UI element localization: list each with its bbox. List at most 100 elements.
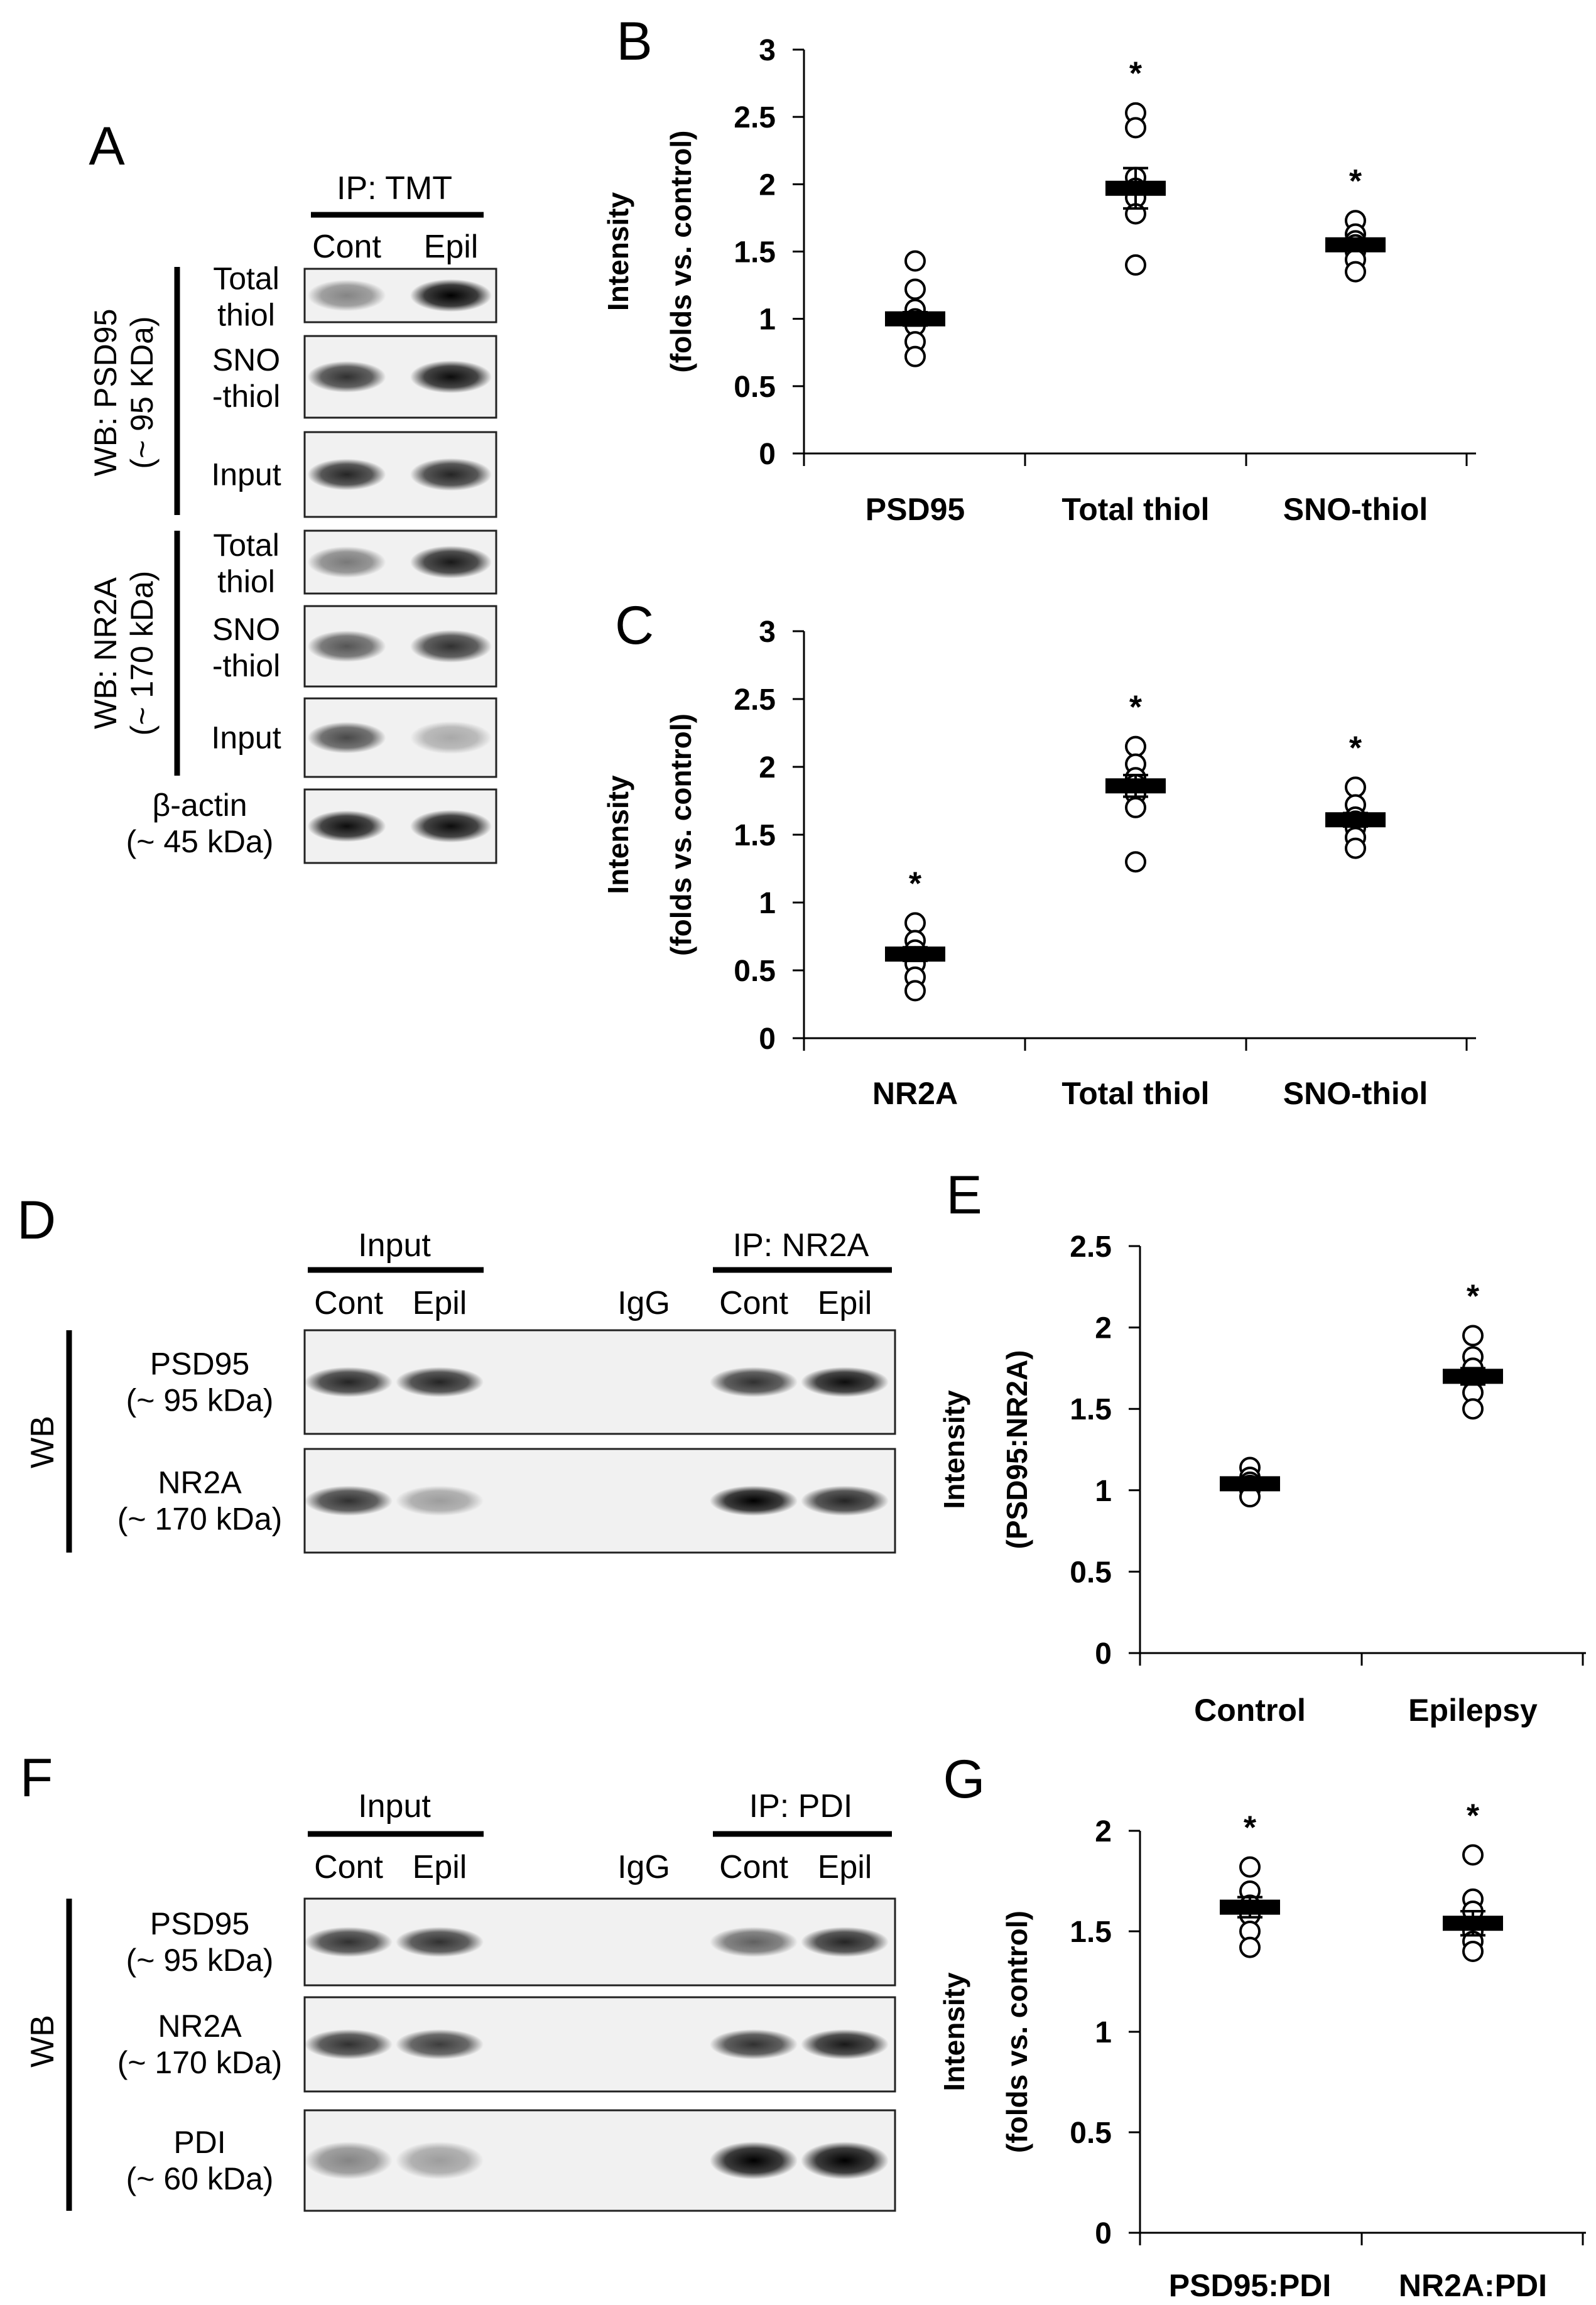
data-point [1462, 1844, 1484, 1866]
blot-band [307, 458, 386, 491]
y-tick-label: 0.5 [1070, 2117, 1112, 2150]
y-tick-label: 0 [1095, 1637, 1112, 1671]
blot-band [396, 1485, 484, 1516]
mean-bar [1105, 778, 1166, 794]
blot-band [410, 810, 492, 843]
blot-row: Input [211, 431, 497, 518]
group-label: (~ 170 kDa) [124, 571, 160, 736]
category-label: SNO-thiol [1283, 1076, 1428, 1111]
lane-label: Epil [818, 1285, 872, 1321]
blot-row: NR2A(~ 170 kDa) [117, 1448, 896, 1554]
y-tick-label: 3 [759, 34, 776, 67]
blot-band [410, 546, 492, 578]
y-tick-label: 2.5 [1070, 1230, 1112, 1264]
blot-band [710, 1927, 798, 1957]
y-axis-label: Intensity [602, 775, 634, 894]
y-tick-label: 0.5 [734, 955, 776, 988]
data-point [1125, 254, 1146, 276]
panel-letter: D [17, 1190, 56, 1250]
data-point [1462, 1398, 1484, 1420]
blot-band [801, 1485, 889, 1516]
row-label: Total [213, 528, 280, 563]
y-tick-label: 2 [759, 168, 776, 202]
blot-band [305, 1485, 393, 1516]
panel-letter: A [89, 116, 125, 176]
blot-row: PSD95(~ 95 kDa) [126, 1897, 896, 1987]
mean-bar [1220, 1899, 1280, 1915]
lane-label: Epil [818, 1849, 872, 1885]
y-axis-label: Intensity [938, 1972, 970, 2091]
group-label: WB: PSD95 [88, 309, 123, 477]
data-point [1125, 796, 1146, 818]
ip-label: IP: PDI [749, 1788, 853, 1825]
data-point [904, 912, 926, 934]
y-tick-label: 2 [1095, 1312, 1112, 1345]
significance-marker: * [1349, 730, 1362, 766]
data-point [1345, 776, 1366, 798]
mean-bar [1325, 812, 1386, 828]
ip-label: IP: NR2A [733, 1227, 869, 1264]
y-tick-label: 2 [1095, 1815, 1112, 1848]
input-label: Input [358, 1227, 431, 1264]
y-axis-label: Intensity [602, 192, 634, 312]
row-label: SNO [212, 612, 280, 647]
mean-bar [1220, 1476, 1280, 1492]
y-axis-label: (folds vs. control) [1001, 1911, 1033, 2153]
y-axis-label: Intensity [938, 1390, 970, 1509]
panel-letter: B [616, 11, 652, 72]
significance-marker: * [909, 865, 922, 902]
blot-row: PDI(~ 60 kDa) [126, 2109, 896, 2212]
lane-label: Epil [413, 1285, 467, 1321]
data-point [904, 980, 926, 1002]
row-label: β-actin [152, 788, 247, 823]
row-label: PSD95 [150, 1906, 249, 1941]
blot-band [710, 1485, 798, 1516]
blot-band [307, 631, 386, 662]
ip-label: IP: TMT [337, 170, 452, 207]
mean-bar [1325, 237, 1386, 252]
data-point [904, 345, 926, 367]
data-point [1125, 117, 1146, 139]
blot-band [307, 361, 386, 393]
y-tick-label: 0 [759, 438, 776, 471]
y-tick-label: 1 [759, 303, 776, 337]
data-point [1345, 261, 1366, 283]
mean-bar [1443, 1369, 1503, 1384]
data-point [1125, 851, 1146, 873]
significance-marker: * [1244, 1810, 1257, 1847]
significance-marker: * [1467, 1798, 1480, 1834]
blot-row: SNO-thiol [212, 335, 497, 419]
data-point [1239, 1936, 1261, 1958]
lane-label: IgG [617, 1285, 670, 1321]
mean-bar [885, 946, 945, 962]
data-point [1462, 1941, 1484, 1962]
y-tick-label: 0.5 [734, 371, 776, 404]
y-axis-label: (PSD95:NR2A) [1001, 1350, 1033, 1549]
row-label: PSD95 [150, 1347, 249, 1382]
blot-band [801, 2029, 889, 2059]
group-label: WB: NR2A [88, 577, 123, 729]
y-tick-label: 0 [1095, 2217, 1112, 2250]
blot-band [307, 279, 386, 312]
panel-letter: F [20, 1748, 53, 1808]
category-label: PSD95:PDI [1169, 2268, 1331, 2303]
lane-label: Cont [314, 1849, 383, 1885]
blot-band [307, 810, 386, 842]
y-tick-label: 1.5 [1070, 1916, 1112, 1949]
chart-panel-b: B 0 0.5 1 1.5 2 2.5 3 Intensity (folds vs. contro… [602, 11, 1476, 527]
row-label: thiol [217, 564, 275, 599]
category-label: Control [1194, 1693, 1306, 1728]
category-label: Epilepsy [1408, 1693, 1538, 1728]
chart-panel-e: E 0 0.5 1 1.5 2 2.5 Intensity (PSD95:NR2A) Contro… [938, 1165, 1586, 1728]
blot-band [305, 2142, 393, 2179]
row-label: thiol [217, 298, 275, 333]
data-point [1462, 1325, 1484, 1347]
category-label: Total thiol [1061, 1076, 1209, 1111]
data-point [904, 250, 926, 272]
y-tick-label: 2 [759, 751, 776, 784]
y-axis-label: (folds vs. control) [665, 131, 697, 373]
